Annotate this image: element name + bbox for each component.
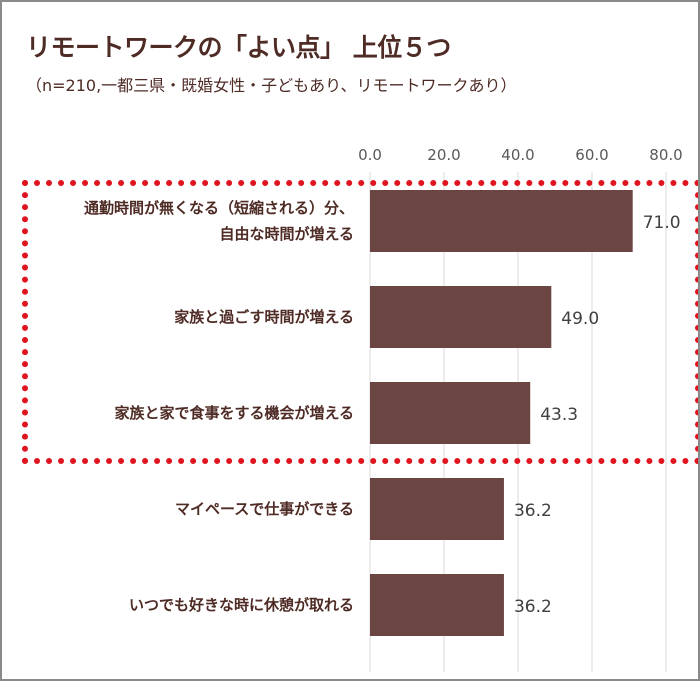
highlight-box	[22, 180, 698, 464]
bar	[370, 382, 531, 444]
category-label-line: 自由な時間が増える	[219, 225, 354, 243]
tick-label: 60.0	[575, 146, 608, 164]
category-label: いつでも好きな時に休憩が取れる	[129, 592, 354, 618]
chart-subtitle: （n=210,一都三県・既婚女性・子どもあり、リモートワークあり）	[26, 76, 517, 95]
bar	[370, 286, 552, 348]
bar	[370, 574, 504, 636]
chart-title: リモートワークの「よい点」 上位５つ	[26, 33, 451, 62]
category-label: マイペースで仕事ができる	[175, 496, 354, 522]
data-label: 71.0	[643, 213, 681, 233]
data-label: 36.2	[514, 597, 552, 617]
category-label-line: 家族と家で食事をする機会が増える	[114, 404, 354, 422]
tick-label: 40.0	[501, 146, 534, 164]
category-label-line: マイペースで仕事ができる	[175, 500, 354, 518]
category-label-line: 家族と過ごす時間が増える	[174, 308, 354, 326]
category-label: 家族と家で食事をする機会が増える	[114, 400, 354, 426]
category-label: 家族と過ごす時間が増える	[174, 304, 354, 330]
tick-label: 80.0	[649, 146, 682, 164]
bar	[370, 190, 633, 252]
tick-label: 20.0	[427, 146, 460, 164]
category-label-line: いつでも好きな時に休憩が取れる	[128, 596, 354, 614]
category-label-line: 通勤時間が無くなる（短縮される）分、	[83, 199, 354, 217]
tick-label: 0.0	[358, 146, 382, 164]
data-label: 43.3	[540, 405, 578, 425]
bar	[370, 478, 504, 540]
data-label: 36.2	[514, 501, 552, 521]
category-label: 通勤時間が無くなる（短縮される）分、自由な時間が増える	[84, 195, 354, 247]
data-label: 49.0	[561, 309, 599, 329]
